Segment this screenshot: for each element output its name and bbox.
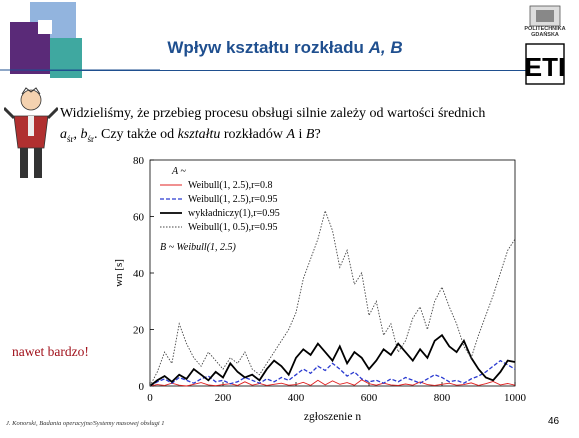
page-number: 46 [548,416,560,427]
x-tick-label-0: 0 [147,392,153,404]
header-decoration [0,2,160,78]
y-tick-label-4: 80 [133,155,145,167]
x-tick-label-2: 400 [288,392,305,404]
question-mark: ? [314,127,321,142]
y-tick-label-3: 60 [133,212,145,224]
title-underline [30,70,540,71]
series-line-2 [149,333,516,387]
question-comma: , [73,127,81,142]
var-b: b [80,127,88,142]
x-tick-label-5: 1000 [504,392,527,404]
var-b-subscript: śr [87,133,95,144]
footer-credit: J. Konorski, Badania operacyjne/Systemy … [6,420,165,427]
x-tick-label-1: 200 [215,392,232,404]
var-A: A [286,127,296,142]
var-a-subscript: śr [67,133,74,144]
logo-text-line-2: GDAŃSKA [531,32,559,38]
y-axis-label: wn [s] [113,259,125,287]
x-tick-label-3: 600 [361,392,378,404]
legend-entry-0: Weibull(1, 2.5),r=0.8 [188,180,273,191]
side-note: nawet bardzo! [12,344,89,359]
question-italic-word: kształtu [177,127,221,142]
y-tick-label-2: 40 [133,268,145,280]
politechnika-logo: ETI [525,5,565,85]
title-main-text: Wpływ kształtu rozkładu [167,38,369,57]
y-tick-label-1: 20 [133,325,145,337]
question-end: rozkładów [220,127,287,142]
series-line-0 [149,379,516,387]
question-line-1: Widzieliśmy, że przebieg procesu obsługi… [60,106,486,121]
thinking-figure-icon [4,87,58,178]
question-and: i [295,127,306,142]
legend-header: A ~ [171,166,186,177]
legend-entry-3: Weibull(1, 0.5),r=0.95 [188,222,278,233]
series-line-1 [149,359,516,387]
x-tick-label-4: 800 [434,392,451,404]
legend-entry-1: Weibull(1, 2.5),r=0.95 [188,194,278,205]
var-B: B [305,127,315,142]
waiting-time-chart: 0 200 400 600 800 1000 0 20 40 60 80 zgłoszenie n wn… [113,155,527,423]
title-variables: A, B [368,38,403,57]
legend-footer: B ~ Weibull(1, 2.5) [160,242,237,253]
y-tick-label-0: 0 [139,381,145,393]
legend-entry-2: wykładniczy(1),r=0.95 [188,208,280,219]
question-text: Widzieliśmy, że przebieg procesu obsługi… [60,103,560,150]
logo-text-line-1: POLITECHNIKA [524,26,566,32]
logo-mark: ETI [525,52,565,82]
var-a: a [60,127,67,142]
question-mid: . Czy także od [94,127,178,142]
slide-title: Wpływ kształtu rozkładu A, B [150,38,420,58]
logo-caption: POLITECHNIKA GDAŃSKA [514,26,576,38]
x-axis-label: zgłoszenie n [304,411,361,423]
